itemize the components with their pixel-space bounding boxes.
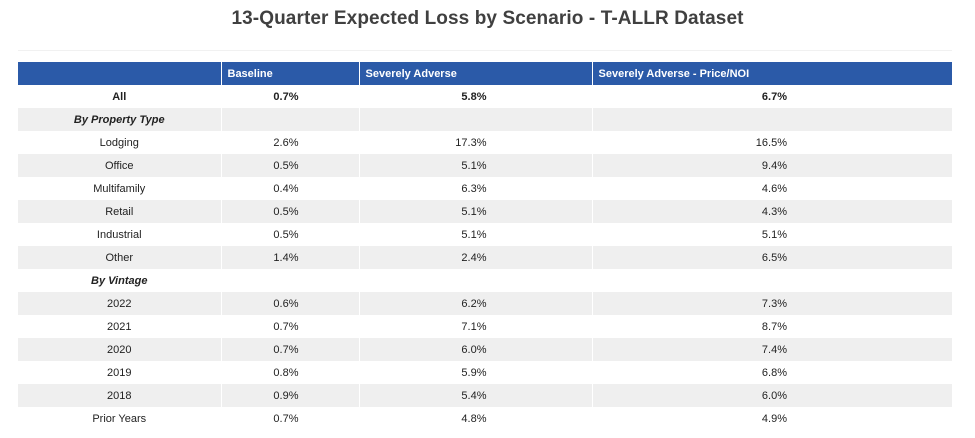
price-noi-value: 7.3%	[592, 292, 952, 315]
row-label: All	[18, 85, 222, 108]
price-noi-value: 5.1%	[761, 228, 787, 241]
row-label: Multifamily	[18, 177, 222, 200]
severely-adverse-value: 6.0%	[359, 338, 593, 361]
column-header-price-noi: Severely Adverse - Price/NOI	[592, 62, 952, 85]
severely-adverse-value: 2.4%	[359, 246, 593, 269]
table-row: 2020 0.7% 6.0% 7.4%	[18, 338, 952, 361]
table-row: Industrial 0.5% 5.1% 5.1%	[18, 223, 952, 246]
table-row: Other 1.4% 2.4% 6.5%	[18, 246, 952, 269]
price-noi-value	[592, 269, 952, 292]
severely-adverse-value: 17.3%	[359, 131, 593, 154]
row-label: 2020	[18, 338, 222, 361]
page-title: 13-Quarter Expected Loss by Scenario - T…	[231, 8, 744, 29]
table-row: 2022 0.6% 6.2% 7.3%	[18, 292, 952, 315]
table-header-row: Baseline Severely Adverse Severely Adver…	[18, 62, 952, 85]
baseline-value	[221, 269, 360, 292]
row-label: Industrial	[18, 223, 222, 246]
baseline-value: 0.4%	[221, 177, 360, 200]
severely-adverse-value: 5.4%	[359, 384, 593, 407]
column-header-baseline: Baseline	[221, 62, 360, 85]
section-row-property-type: By Property Type	[18, 108, 952, 131]
price-noi-value: 6.8%	[761, 366, 787, 379]
table-row: Lodging 2.6% 17.3% 16.5%	[18, 131, 952, 154]
table-row: 2021 0.7% 7.1% 8.7%	[18, 315, 952, 338]
price-noi-value: 7.4%	[592, 338, 952, 361]
price-noi-value: 9.4%	[592, 154, 952, 177]
row-label: Lodging	[18, 131, 222, 154]
price-noi-value: 8.7%	[761, 320, 787, 333]
table-row: Multifamily 0.4% 6.3% 4.6%	[18, 177, 952, 200]
title-divider	[18, 50, 952, 51]
row-label: Retail	[18, 200, 222, 223]
severely-adverse-value: 5.8%	[359, 85, 593, 108]
severely-adverse-value: 6.3%	[359, 177, 593, 200]
severely-adverse-value: 5.1%	[359, 154, 593, 177]
section-label: By Property Type	[18, 108, 222, 131]
baseline-value: 0.8%	[221, 361, 360, 384]
section-label: By Vintage	[18, 269, 222, 292]
row-label: Prior Years	[18, 407, 222, 430]
expected-loss-table: Baseline Severely Adverse Severely Adver…	[18, 62, 952, 430]
severely-adverse-value: 5.9%	[359, 361, 593, 384]
row-label: 2022	[18, 292, 222, 315]
price-noi-value: 4.6%	[761, 182, 787, 195]
severely-adverse-value	[359, 269, 593, 292]
baseline-value: 0.5%	[221, 223, 360, 246]
severely-adverse-value: 5.1%	[359, 223, 593, 246]
section-row-vintage: By Vintage	[18, 269, 952, 292]
baseline-value: 2.6%	[221, 131, 360, 154]
baseline-value: 0.5%	[221, 154, 360, 177]
price-noi-value	[592, 108, 952, 131]
price-noi-value: 6.7%	[761, 90, 787, 103]
table-row: Prior Years 0.7% 4.8% 4.9%	[18, 407, 952, 430]
severely-adverse-value	[359, 108, 593, 131]
table-row: 2019 0.8% 5.9% 6.8%	[18, 361, 952, 384]
baseline-value: 0.7%	[221, 407, 360, 430]
baseline-value: 0.7%	[221, 85, 360, 108]
baseline-value: 1.4%	[221, 246, 360, 269]
price-noi-value: 6.5%	[592, 246, 952, 269]
baseline-value	[221, 108, 360, 131]
row-label: 2019	[18, 361, 222, 384]
price-noi-value: 6.0%	[592, 384, 952, 407]
column-header-severely-adverse: Severely Adverse	[359, 62, 593, 85]
severely-adverse-value: 6.2%	[359, 292, 593, 315]
severely-adverse-value: 7.1%	[359, 315, 593, 338]
row-label: 2021	[18, 315, 222, 338]
price-noi-value: 4.9%	[761, 412, 787, 425]
severely-adverse-value: 4.8%	[359, 407, 593, 430]
severely-adverse-value: 5.1%	[359, 200, 593, 223]
table-row: Office 0.5% 5.1% 9.4%	[18, 154, 952, 177]
price-noi-value: 4.3%	[592, 200, 952, 223]
row-label: 2018	[18, 384, 222, 407]
baseline-value: 0.7%	[221, 315, 360, 338]
baseline-value: 0.7%	[221, 338, 360, 361]
table-row: 2018 0.9% 5.4% 6.0%	[18, 384, 952, 407]
baseline-value: 0.6%	[221, 292, 360, 315]
column-header-label	[18, 62, 222, 85]
price-noi-value: 16.5%	[755, 136, 787, 149]
table-row: Retail 0.5% 5.1% 4.3%	[18, 200, 952, 223]
baseline-value: 0.5%	[221, 200, 360, 223]
baseline-value: 0.9%	[221, 384, 360, 407]
row-label: Office	[18, 154, 222, 177]
table-row-all: All 0.7% 5.8% 6.7%	[18, 85, 952, 108]
row-label: Other	[18, 246, 222, 269]
